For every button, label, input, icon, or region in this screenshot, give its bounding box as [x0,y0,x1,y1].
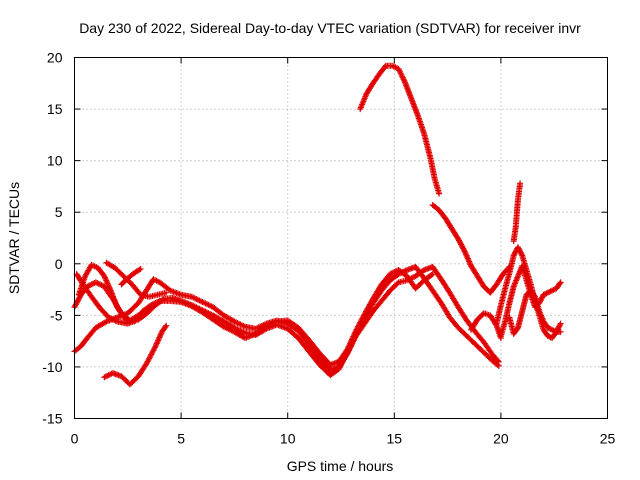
data-point-track-7 [151,344,158,351]
x-tick-label: 10 [280,431,296,447]
x-tick-label: 20 [493,431,509,447]
x-tick-label: 25 [600,431,616,447]
data-point-track-14 [497,335,504,342]
data-point-track-4 [135,312,142,319]
data-point-track-13 [514,325,521,332]
y-tick-label: -5 [50,307,63,323]
y-tick-label: -15 [42,411,62,427]
data-point-track-10 [557,320,564,327]
data-point-track-14 [492,321,499,328]
data-point-track-6 [137,265,144,272]
data-point-track-8 [436,190,443,197]
data-point-track-10 [518,251,525,258]
data-point-track-10 [556,321,563,328]
data-markers [71,62,564,388]
chart-title: Day 230 of 2022, Sidereal Day-to-day VTE… [79,20,581,36]
data-point-track-3 [429,271,436,278]
data-point-track-5 [163,289,170,296]
y-tick-label: 20 [47,50,63,66]
x-tick-label: 15 [387,431,403,447]
x-axis-label: GPS time / hours [287,458,394,474]
y-tick-label: 5 [55,204,63,220]
y-tick-label: -10 [42,359,62,375]
data-point-track-12 [517,180,524,187]
data-point-track-13 [557,328,564,335]
data-point-track-3 [428,271,435,278]
y-tick-label: 10 [47,153,63,169]
y-tick-label: 15 [47,101,63,117]
data-point-track-7 [162,323,169,330]
data-point-track-11 [556,280,563,287]
data-point-track-2 [494,361,501,368]
data-point-track-9 [460,247,467,254]
data-point-track-11 [557,279,564,286]
x-tick-label: 5 [177,431,185,447]
y-axis-label: SDTVAR / TECUs [6,182,22,294]
y-tick-label: 0 [55,256,63,272]
data-point-track-1 [102,319,109,326]
axis-ticks: 0 5 10 15 20 25 -15 -10 -5 0 5 10 15 20 [42,50,615,447]
x-tick-label: 0 [71,431,79,447]
data-point-track-7 [163,322,170,329]
data-point-track-2 [495,362,502,369]
data-point-track-13 [531,292,538,299]
data-point-track-6 [136,266,143,273]
plot-frame [74,57,608,419]
